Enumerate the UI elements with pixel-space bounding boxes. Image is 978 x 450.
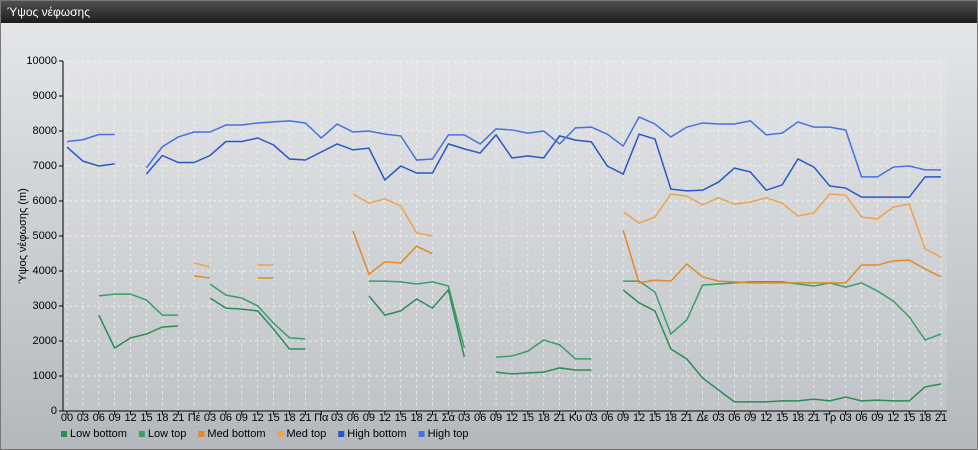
x-tick-label: 21 [172, 412, 184, 424]
x-tick-label: 03 [458, 412, 470, 424]
x-tick-label: 12 [124, 412, 136, 424]
y-tick-label: 8000 [33, 125, 57, 137]
legend-label: Low top [148, 428, 187, 440]
x-tick-label: 06 [601, 412, 613, 424]
x-tick-label: 06 [220, 412, 232, 424]
x-tick-label: 15 [522, 412, 534, 424]
x-tick-label: 03 [204, 412, 216, 424]
x-tick-label: 18 [919, 412, 931, 424]
x-tick-label: 21 [553, 412, 565, 424]
y-tick-label: 3000 [33, 300, 57, 312]
x-tick-label: Κυ [569, 412, 582, 424]
series-line [98, 280, 942, 360]
x-tick-label: 12 [760, 412, 772, 424]
series-line [66, 116, 941, 178]
x-tick-label: 09 [490, 412, 502, 424]
x-tick-label: 03 [77, 412, 89, 424]
x-tick-label: 18 [792, 412, 804, 424]
legend-swatch [338, 431, 345, 437]
x-tick-label: 15 [395, 412, 407, 424]
chart: Ύψος νέφωσης (m) 00 03 06 09 12 15 18 21 Πέ 03 06 0… [17, 55, 947, 440]
legend-swatch [198, 431, 205, 437]
y-tick-label: 4000 [33, 265, 57, 277]
title-bar: Ύψος νέφωσης [1, 1, 977, 23]
x-tick-label: 00 [61, 412, 73, 424]
x-tick-label: 21 [299, 412, 311, 424]
x-tick-label: 12 [506, 412, 518, 424]
x-tick-label: 12 [379, 412, 391, 424]
x-tick-label: 21 [935, 412, 947, 424]
x-tick-label: 12 [252, 412, 264, 424]
legend-swatch [418, 431, 425, 437]
x-tick-label: Σά [442, 412, 456, 424]
legend-label: High bottom [347, 428, 406, 440]
x-tick-label: 21 [426, 412, 438, 424]
x-tick-label: 09 [236, 412, 248, 424]
legend-label: Low bottom [70, 428, 127, 440]
x-tick-label: 06 [93, 412, 105, 424]
x-tick-label: Δε [697, 412, 709, 424]
x-tick-label: 09 [744, 412, 756, 424]
series-line [193, 193, 942, 268]
y-tick-label: 2000 [33, 335, 57, 347]
x-tick-label: 06 [474, 412, 486, 424]
x-tick-label: Πέ [188, 412, 201, 424]
x-tick-label: 06 [855, 412, 867, 424]
x-tick-label: 18 [156, 412, 168, 424]
series-line [66, 133, 941, 198]
y-tick-label: 1000 [33, 370, 57, 382]
x-tick-label: 15 [903, 412, 915, 424]
x-tick-label: 18 [538, 412, 550, 424]
x-tick-label: 09 [109, 412, 121, 424]
x-tick-label: 15 [140, 412, 152, 424]
x-tick-label: 18 [283, 412, 295, 424]
legend-label: Med top [287, 428, 327, 440]
x-tick-label: 06 [728, 412, 740, 424]
x-tick-label: 21 [808, 412, 820, 424]
legend-swatch [277, 431, 284, 437]
legend-swatch [61, 431, 67, 437]
legend-label: Med bottom [207, 428, 265, 440]
y-tick-label: 5000 [33, 230, 57, 242]
y-tick-label: 7000 [33, 160, 57, 172]
series-line [194, 229, 942, 284]
legend-label: High top [428, 428, 469, 440]
x-tick-label: 21 [681, 412, 693, 424]
x-tick-label: 15 [267, 412, 279, 424]
series-line [98, 288, 942, 403]
legend-swatch [138, 431, 145, 437]
y-tick-label: 0 [51, 405, 57, 417]
x-tick-label: 09 [871, 412, 883, 424]
x-tick-label: 18 [410, 412, 422, 424]
y-tick-label: 10000 [26, 55, 57, 67]
x-tick-label: 03 [331, 412, 343, 424]
x-tick-label: 12 [887, 412, 899, 424]
x-tick-label: Πα [314, 412, 329, 424]
y-tick-label: 9000 [33, 90, 57, 102]
x-tick-label: 09 [617, 412, 629, 424]
y-tick-label: 6000 [33, 195, 57, 207]
x-tick-label: 15 [649, 412, 661, 424]
x-tick-label: 12 [633, 412, 645, 424]
x-tick-label: 03 [840, 412, 852, 424]
x-tick-label: 06 [347, 412, 359, 424]
y-axis-label: Ύψος νέφωσης (m) [17, 188, 29, 284]
x-tick-label: 15 [776, 412, 788, 424]
x-tick-label: 09 [363, 412, 375, 424]
x-tick-label: 18 [665, 412, 677, 424]
x-tick-label: 03 [712, 412, 724, 424]
x-tick-label: Τρ [823, 412, 836, 424]
chart-title: Ύψος νέφωσης [7, 5, 90, 19]
x-tick-label: 03 [585, 412, 597, 424]
